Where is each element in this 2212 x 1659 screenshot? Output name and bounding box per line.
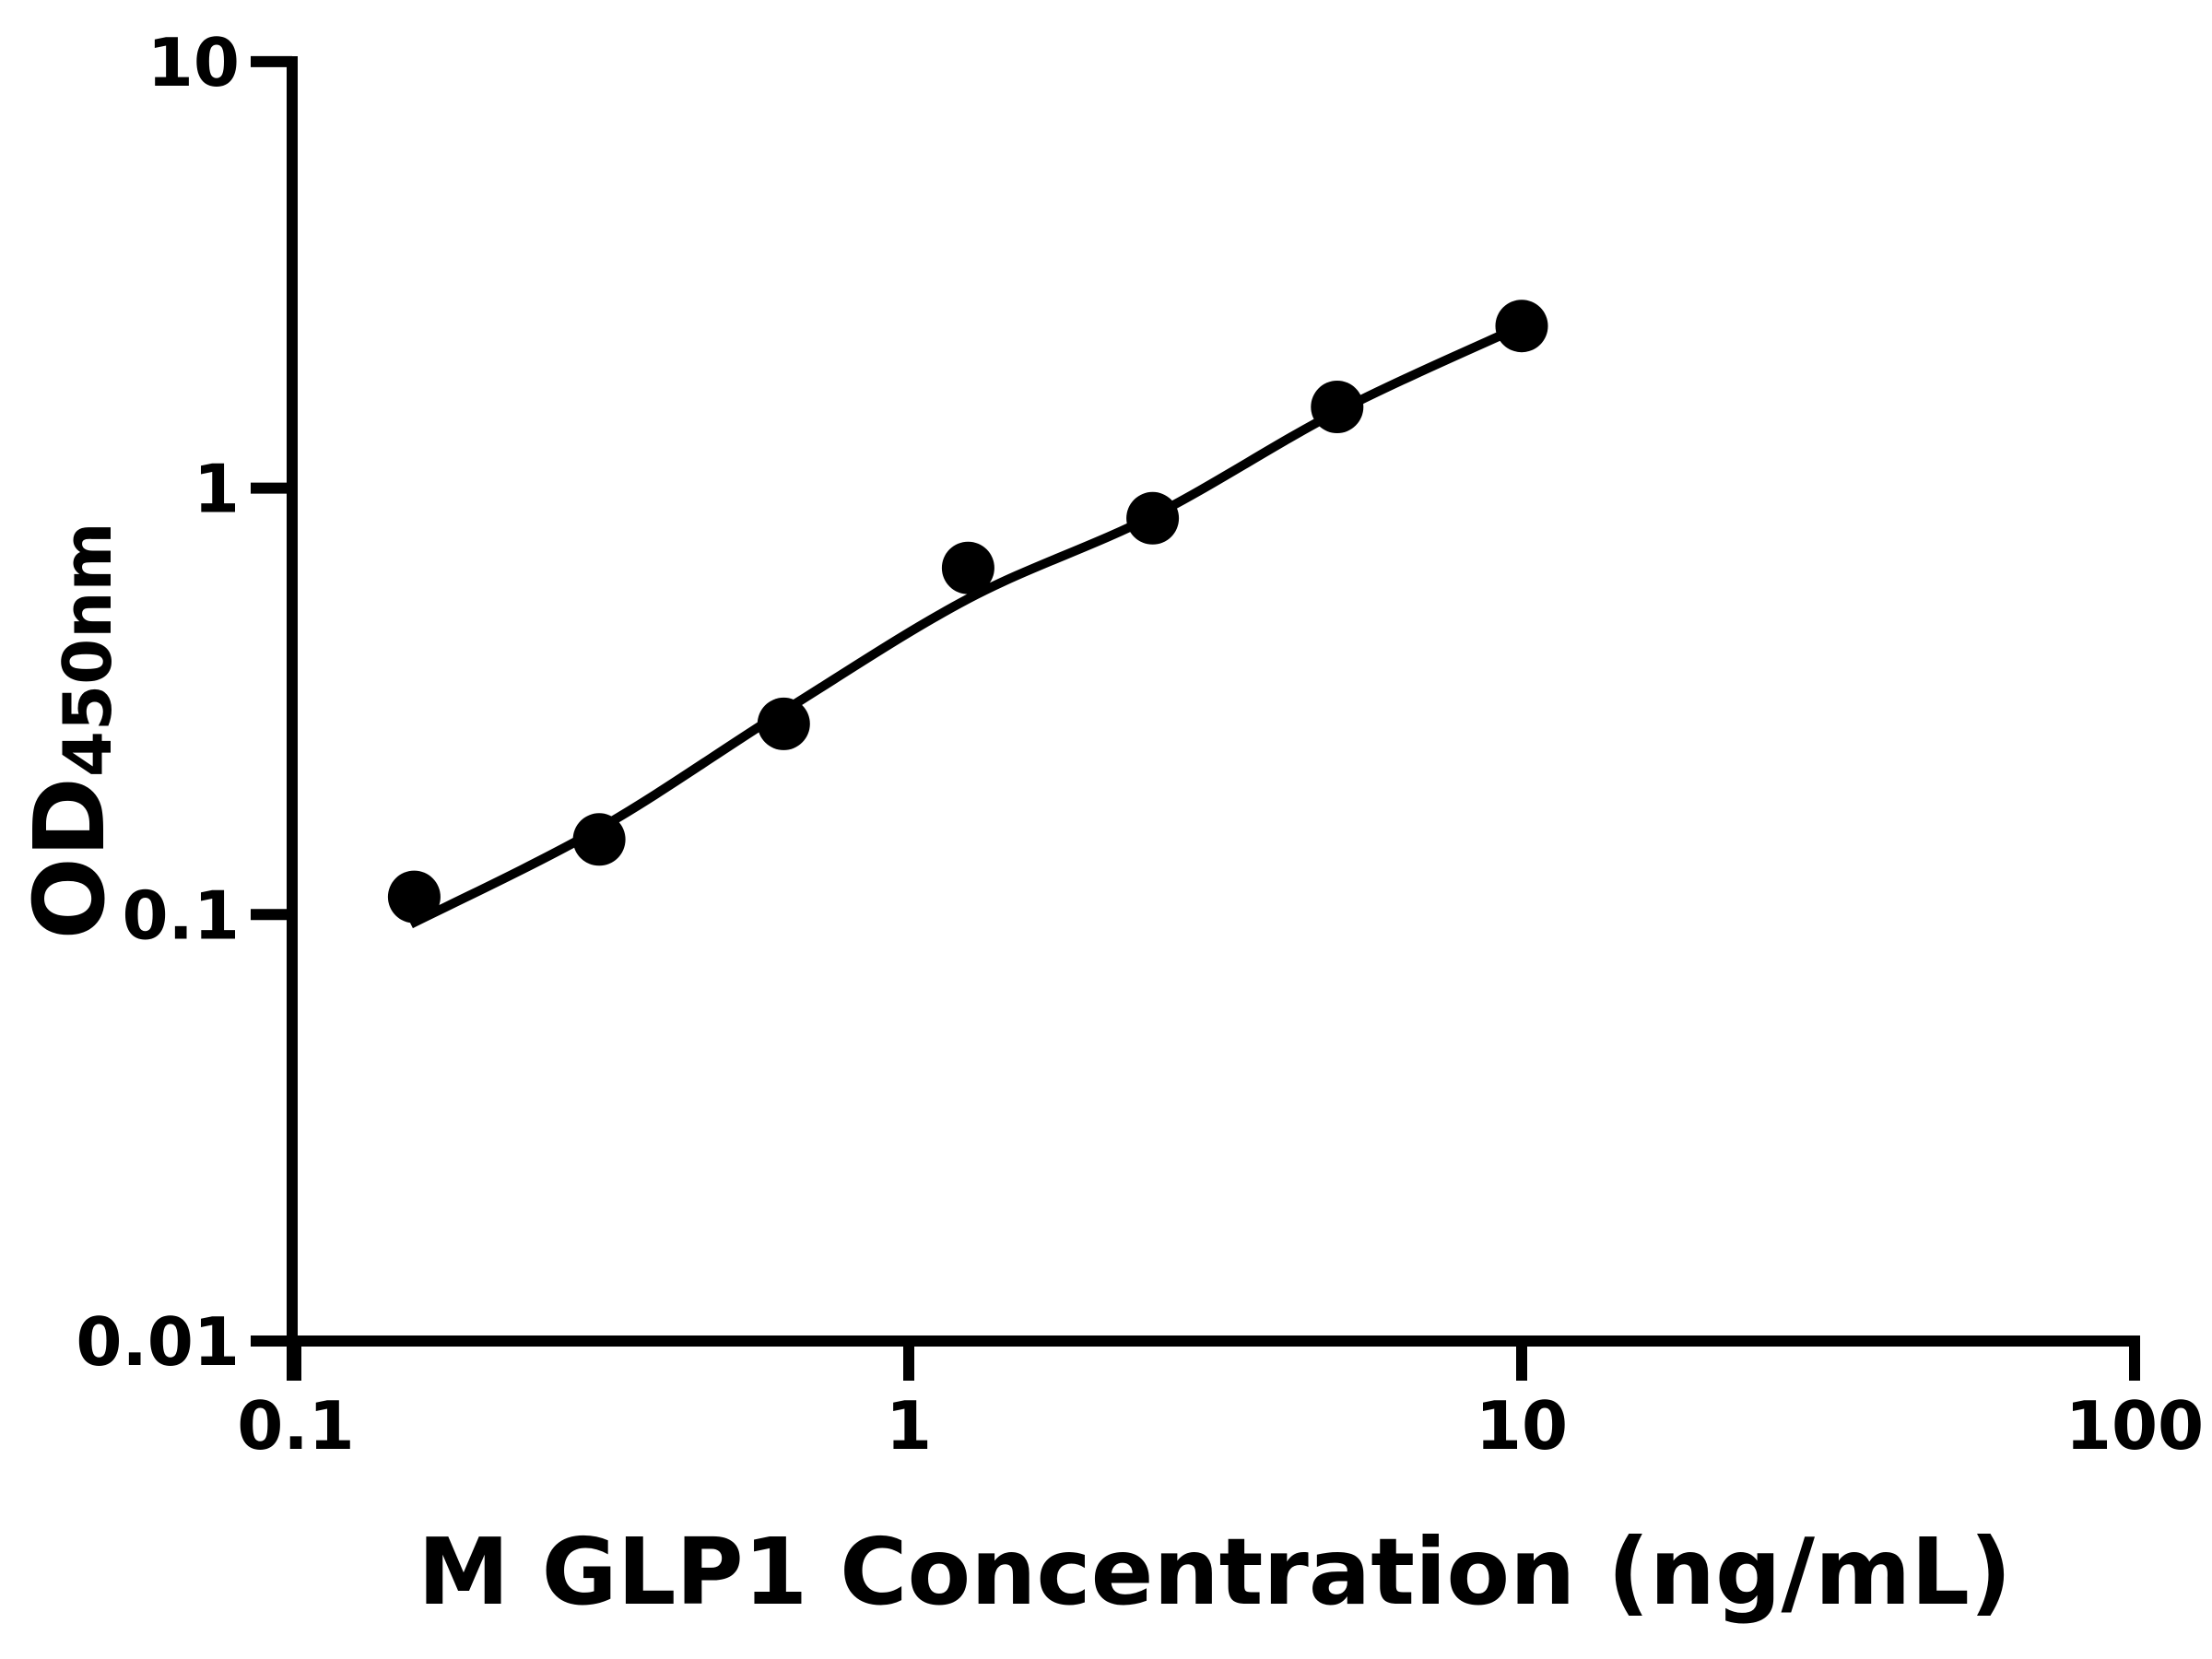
data-point-marker (572, 813, 626, 866)
x-tick-label: 10 (1476, 1387, 1568, 1465)
x-axis-ticks (290, 1341, 2140, 1381)
y-tick-label: 0.01 (76, 1303, 240, 1381)
y-axis-ticks (251, 55, 292, 1347)
data-point-marker (1311, 381, 1364, 433)
y-tick-label: 0.1 (122, 877, 240, 954)
y-tick-label: 10 (147, 24, 240, 101)
data-point-marker (1126, 491, 1180, 545)
y-axis-title-subscript: 450nm (49, 523, 126, 778)
x-axis-title: M GLP1 Concentration (ng/mL) (418, 1518, 2011, 1626)
data-point-marker (757, 697, 810, 750)
x-axis-tick-labels: 0.1 1 10 100 (237, 1387, 2204, 1465)
data-points (387, 300, 1548, 924)
y-tick-label: 1 (194, 451, 240, 528)
data-point-marker (1495, 300, 1548, 353)
x-tick-label: 0.1 (237, 1387, 355, 1465)
y-axis-title: OD450nm (14, 523, 126, 940)
y-axis-title-main: OD (14, 777, 126, 939)
data-point-marker (941, 541, 994, 594)
x-tick-label: 1 (886, 1387, 932, 1465)
y-axis-tick-labels: 0.01 0.1 1 10 (76, 24, 240, 1381)
data-point-marker (387, 870, 441, 924)
axes (287, 56, 2140, 1381)
x-tick-label: 100 (2065, 1387, 2204, 1465)
